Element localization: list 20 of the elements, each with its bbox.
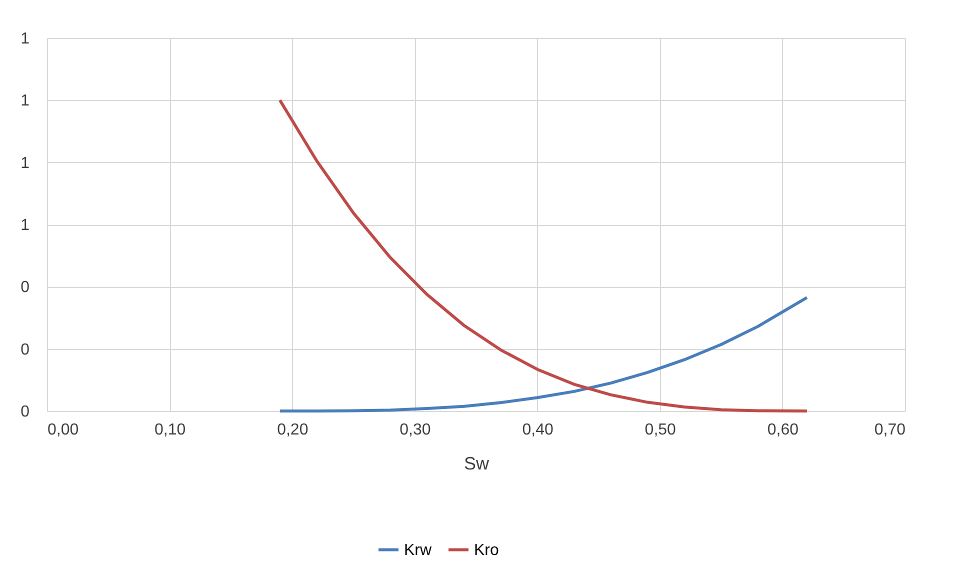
line-series xyxy=(278,296,808,412)
y-tick-label: 1 xyxy=(20,92,30,110)
legend-label: Krw xyxy=(404,542,432,559)
x-tick-label: 0,40 xyxy=(522,422,554,438)
y-tick-label: 1 xyxy=(20,217,30,234)
y-tick-label: 0 xyxy=(20,279,30,296)
x-tick-label: 0,10 xyxy=(154,422,186,438)
y-tick-label: 0 xyxy=(20,341,30,358)
y-tick-label: 1 xyxy=(20,30,30,48)
line-series xyxy=(278,98,808,412)
y-tick-label: 0 xyxy=(20,404,30,420)
x-tick-label: 0,20 xyxy=(277,422,308,438)
x-tick-label: 0,30 xyxy=(400,422,431,438)
legend-label: Kro xyxy=(474,542,499,559)
y-tick-label: 1 xyxy=(20,154,30,172)
x-axis-title: Sw xyxy=(464,454,490,474)
x-tick-label: 0,70 xyxy=(874,422,906,438)
x-tick-label: 0,00 xyxy=(48,422,79,438)
x-tick-label: 0,50 xyxy=(644,422,676,438)
x-tick-label: 0,60 xyxy=(767,422,799,438)
